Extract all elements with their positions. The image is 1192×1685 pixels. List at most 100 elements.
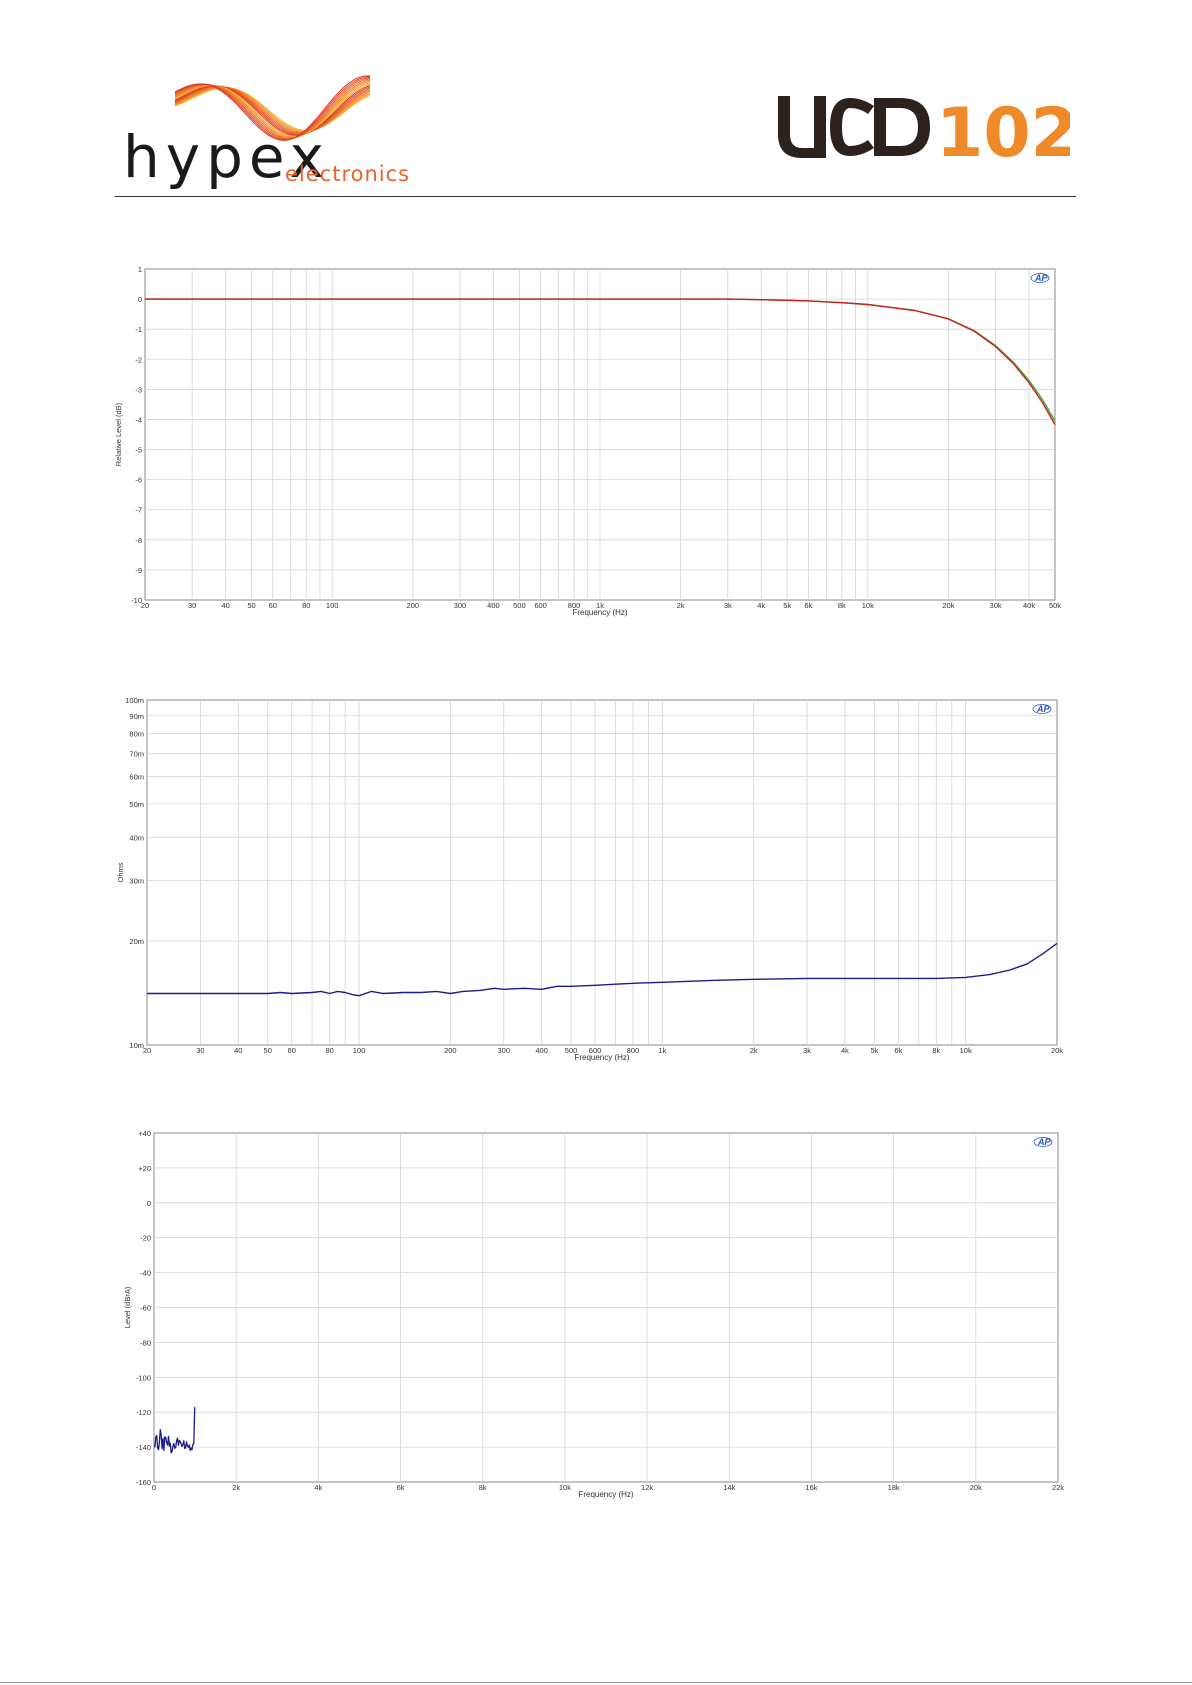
hypex-wave-line [174, 86, 371, 134]
hypex-wave-line [174, 86, 371, 132]
x-tick-label: 1k [658, 1046, 666, 1055]
x-tick-label: 30 [196, 1046, 204, 1055]
x-tick-label: 20k [942, 601, 954, 610]
x-tick-label: 500 [513, 601, 526, 610]
ucd-logo-number: 102 [936, 94, 1070, 168]
y-tick-label: 40m [129, 833, 144, 842]
x-tick-label: 8k [838, 601, 846, 610]
hypex-wave-line [174, 86, 371, 134]
trace-group [154, 1407, 196, 1454]
trace-group [147, 942, 1057, 997]
spectrum-trace [154, 1407, 196, 1454]
x-tick-label: 1k [596, 601, 604, 610]
hypex-wave-line [174, 85, 371, 136]
x-tick-label: 8k [479, 1483, 487, 1492]
x-tick-label: 8k [932, 1046, 940, 1055]
y-tick-label: -9 [135, 566, 142, 575]
hypex-wave-line [174, 85, 371, 136]
y-tick-label: -160 [136, 1478, 151, 1487]
x-tick-label: 300 [454, 601, 467, 610]
hypex-wave-line [174, 75, 371, 141]
x-tick-label: 10k [862, 601, 874, 610]
ucd-logo-d [874, 98, 930, 156]
y-tick-label: 70m [129, 749, 144, 758]
y-axis-title: Ohms [116, 862, 125, 882]
hypex-wave-line [174, 85, 371, 135]
x-tick-label: 60 [288, 1046, 296, 1055]
y-tick-label: -80 [140, 1338, 151, 1347]
ucd-logo-u-right [814, 96, 826, 158]
x-tick-label: 6k [894, 1046, 902, 1055]
y-axis-title: Level (dBrA) [123, 1286, 132, 1328]
ucd-logo-u-left [778, 96, 814, 158]
spectrum-chart: 0 2k 4k 6k 8k 10k 12k 14k 16k 18k 20k 22k +40 +20 0 -20… [110, 1124, 1070, 1499]
footer-divider [0, 1682, 1192, 1683]
x-tick-label: 16k [805, 1483, 817, 1492]
x-tick-label: 60 [269, 601, 277, 610]
y-tick-label: 20m [129, 937, 144, 946]
y-tick-label: 30m [129, 876, 144, 885]
x-tick-label: 20 [141, 601, 149, 610]
x-tick-label: 500 [565, 1046, 578, 1055]
ap-logo-icon: AP [1037, 1137, 1051, 1147]
x-tick-label: 22k [1052, 1483, 1064, 1492]
x-axis-title: Frequency (Hz) [574, 1053, 629, 1062]
y-tick-label: 10m [129, 1041, 144, 1050]
plot-area [146, 699, 1058, 1046]
x-tick-label: 20 [143, 1046, 151, 1055]
x-tick-label: 3k [724, 601, 732, 610]
x-axis-title: Frequency (Hz) [578, 1490, 633, 1499]
y-tick-label: -2 [135, 355, 142, 364]
hypex-wave-line [174, 86, 371, 133]
trace-group [145, 298, 1055, 427]
x-tick-label: 100 [353, 1046, 366, 1055]
y-tick-label: -8 [135, 536, 142, 545]
y-tick-label: -6 [135, 476, 142, 485]
y-tick-label: -20 [140, 1234, 151, 1243]
y-tick-label: -5 [135, 446, 142, 455]
x-tick-label: 800 [568, 601, 581, 610]
x-axis-title: Frequency (Hz) [572, 608, 627, 617]
y-tick-label: -1 [135, 325, 142, 334]
ap-logo-icon: AP [1036, 704, 1050, 714]
x-tick-label: 10k [960, 1046, 972, 1055]
hypex-wave-line [174, 87, 371, 132]
y-axis-title: Relative Level (dB) [114, 402, 123, 466]
y-tick-label: -10 [131, 596, 142, 605]
x-tick-label: 6k [397, 1483, 405, 1492]
ap-logo-icon: AP [1034, 273, 1048, 283]
y-tick-label: -140 [136, 1443, 151, 1452]
x-tick-label: 4k [841, 1046, 849, 1055]
x-tick-label: 200 [444, 1046, 457, 1055]
spectrum-svg: 0 2k 4k 6k 8k 10k 12k 14k 16k 18k 20k 22k +40 +20 0 -20… [123, 1129, 1064, 1499]
x-tick-label: 4k [757, 601, 765, 610]
x-tick-label: 2k [232, 1483, 240, 1492]
y-tick-label: +40 [138, 1129, 151, 1138]
y-tick-label: 60m [129, 773, 144, 782]
y-tick-label: +20 [138, 1164, 151, 1173]
y-tick-label: -40 [140, 1269, 151, 1278]
x-tick-label: 30 [188, 601, 196, 610]
x-tick-label: 600 [589, 1046, 602, 1055]
y-tick-label: -100 [136, 1373, 151, 1382]
y-tick-label: -4 [135, 415, 142, 424]
x-tick-label: 50 [264, 1046, 272, 1055]
x-tick-label: 12k [641, 1483, 653, 1492]
x-tick-label: 20k [970, 1483, 982, 1492]
y-tick-label: 0 [138, 295, 142, 304]
y-tick-label: 50m [129, 800, 144, 809]
y-tick-label: 80m [129, 729, 144, 738]
series-line-1 [145, 298, 1055, 427]
ucd102-logo: 102 [778, 94, 1070, 168]
x-tick-label: 10k [559, 1483, 571, 1492]
hypex-wave-logo [174, 75, 371, 141]
y-tick-label: 0 [147, 1199, 151, 1208]
ap-logo-ring [1030, 273, 1050, 283]
x-tick-label: 80 [325, 1046, 333, 1055]
hypex-subtitle: electronics [285, 162, 411, 186]
ap-logo-ring [1032, 704, 1052, 714]
y-tick-label: 1 [138, 265, 142, 274]
x-tick-label: 40k [1023, 601, 1035, 610]
x-tick-label: 2k [750, 1046, 758, 1055]
x-tick-label: 20k [1051, 1046, 1063, 1055]
